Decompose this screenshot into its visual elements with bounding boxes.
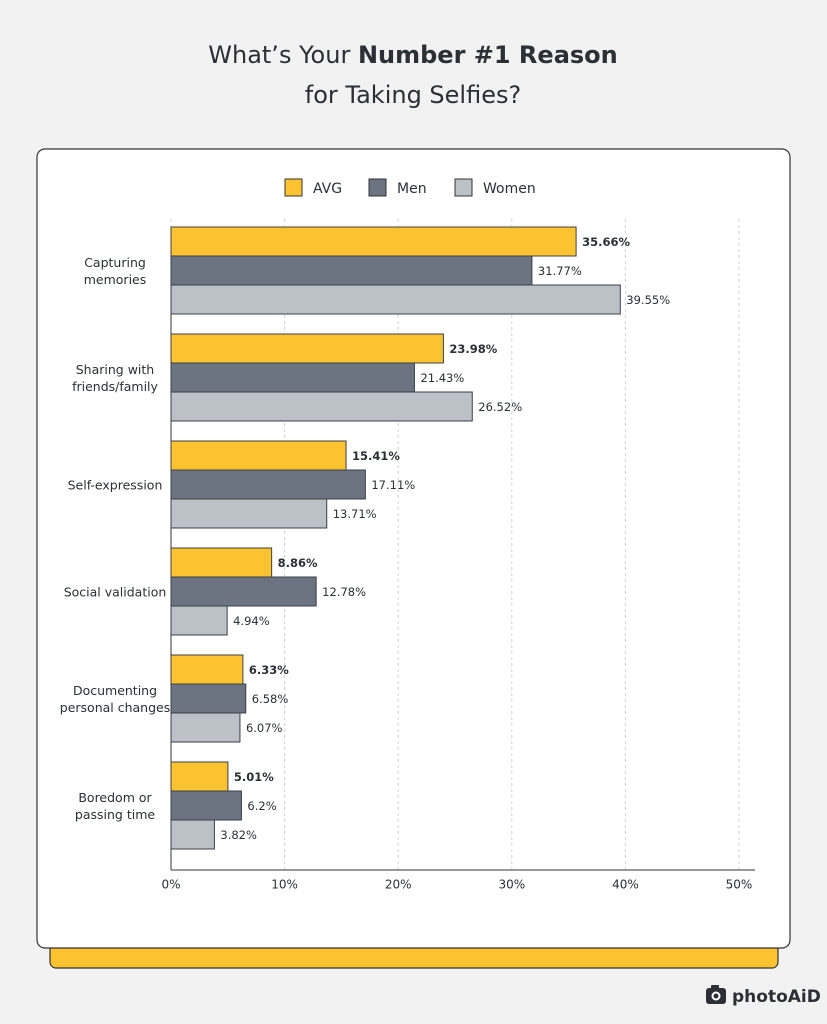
bar (170, 284, 621, 315)
value-label: 15.41% (352, 449, 400, 463)
value-label: 5.01% (234, 770, 274, 784)
category-label: Sharing with friends/family (72, 361, 158, 394)
value-label: 21.43% (420, 371, 464, 385)
bar (170, 683, 247, 714)
x-tick-label: 20% (385, 878, 412, 892)
brand-logo (706, 985, 726, 1004)
value-label: 17.11% (371, 478, 415, 492)
x-tick-label: 40% (612, 878, 639, 892)
bar (170, 362, 415, 393)
value-label: 13.71% (333, 507, 377, 521)
value-label: 6.2% (247, 799, 276, 813)
value-label: 35.66% (582, 235, 630, 249)
bar (170, 255, 533, 286)
x-tick-label: 10% (271, 878, 298, 892)
value-label: 3.82% (220, 828, 257, 842)
value-label: 39.55% (626, 293, 670, 307)
bar (170, 440, 347, 471)
category-label: Capturing memories (83, 254, 147, 287)
value-label: 8.86% (278, 556, 318, 570)
value-label: 4.94% (233, 614, 270, 628)
value-label: 31.77% (538, 264, 582, 278)
title-emphasis: Number #1 Reason (358, 41, 618, 69)
bar (170, 333, 444, 364)
value-label: 6.33% (249, 663, 289, 677)
category-label: Self-expression (67, 477, 163, 492)
title-lead: What’s Your (208, 41, 358, 69)
bar (170, 547, 273, 578)
x-tick-label: 30% (498, 878, 525, 892)
bar (170, 498, 328, 529)
bar (170, 654, 244, 685)
category-label: Boredom or passing time (74, 789, 156, 822)
bar (170, 605, 228, 636)
x-tick-label: 0% (161, 878, 180, 892)
value-label: 26.52% (478, 400, 522, 414)
bar (170, 391, 473, 422)
legend-label: AVG (313, 181, 342, 197)
chart-title: What’s Your Number #1 Reason (208, 41, 618, 69)
bar (170, 819, 215, 850)
value-label: 23.98% (449, 342, 497, 356)
bar (170, 576, 317, 607)
value-label: 6.07% (246, 721, 283, 735)
bar (170, 712, 241, 743)
brand: photoAiD (732, 987, 821, 1007)
value-label: 12.78% (322, 585, 366, 599)
x-tick-label: 50% (726, 878, 753, 892)
value-label: 6.58% (252, 692, 289, 706)
legend-label: Men (397, 181, 427, 197)
category-label: Social validation (63, 584, 167, 599)
bar (170, 226, 577, 257)
legend-swatch (454, 178, 473, 197)
legend-swatch (368, 178, 387, 197)
category-label: Documenting personal changes (59, 682, 171, 715)
chart-title: for Taking Selfies? (305, 81, 521, 109)
legend-swatch (284, 178, 303, 197)
bar (170, 469, 366, 500)
legend-label: Women (483, 181, 536, 197)
bar (170, 761, 229, 792)
